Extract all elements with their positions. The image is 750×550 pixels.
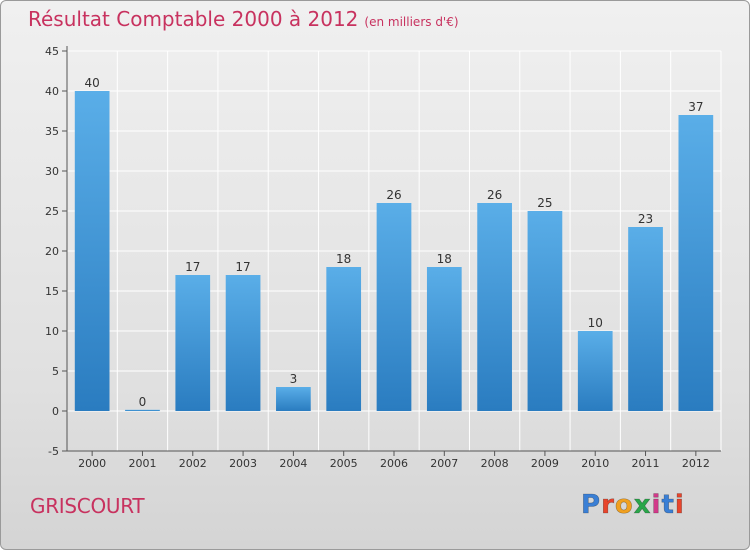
commune-name: GRISCOURT bbox=[30, 494, 145, 518]
x-tick-label: 2001 bbox=[128, 457, 156, 470]
x-tick-label: 2004 bbox=[279, 457, 307, 470]
x-tick-label: 2008 bbox=[481, 457, 509, 470]
brand-logo: Proxiti bbox=[581, 490, 685, 521]
bar bbox=[74, 91, 110, 411]
x-tick-label: 2002 bbox=[179, 457, 207, 470]
bar bbox=[276, 387, 311, 411]
y-tick-label: 20 bbox=[45, 245, 59, 258]
bar-value-label: 18 bbox=[336, 252, 351, 266]
bar-value-label: 26 bbox=[487, 188, 502, 202]
bar bbox=[426, 267, 462, 411]
bar-value-label: 3 bbox=[290, 372, 298, 386]
x-tick-label: 2011 bbox=[632, 457, 660, 470]
bar bbox=[376, 203, 412, 411]
x-tick-label: 2003 bbox=[229, 457, 257, 470]
bar-value-label: 18 bbox=[437, 252, 452, 266]
y-tick-label: 25 bbox=[45, 205, 59, 218]
title-text: Résultat Comptable 2000 à 2012 bbox=[28, 7, 359, 31]
bar bbox=[225, 275, 261, 411]
x-tick-label: 2012 bbox=[682, 457, 710, 470]
bar bbox=[326, 267, 362, 411]
x-tick-label: 2005 bbox=[330, 457, 358, 470]
brand-letter: i bbox=[651, 490, 662, 521]
y-tick-label: 10 bbox=[45, 325, 59, 338]
y-tick-label: 30 bbox=[45, 165, 59, 178]
x-tick-label: 2009 bbox=[531, 457, 559, 470]
brand-letter: i bbox=[674, 490, 685, 521]
chart-subtitle: (en milliers d'€) bbox=[364, 15, 459, 29]
x-tick-label: 2006 bbox=[380, 457, 408, 470]
y-tick-label: -5 bbox=[48, 445, 59, 458]
brand-letter: x bbox=[633, 490, 652, 521]
brand-letter: P bbox=[581, 490, 602, 521]
brand-letter: o bbox=[614, 490, 634, 521]
bar bbox=[477, 203, 512, 411]
x-tick-label: 2010 bbox=[581, 457, 609, 470]
y-tick-label: 40 bbox=[45, 85, 59, 98]
bar-value-label: 0 bbox=[139, 395, 147, 409]
bar-value-label: 40 bbox=[85, 76, 100, 90]
x-tick-label: 2000 bbox=[78, 457, 106, 470]
bar-value-label: 10 bbox=[588, 316, 603, 330]
y-tick-label: 5 bbox=[52, 365, 59, 378]
bar bbox=[175, 275, 211, 411]
bar bbox=[577, 331, 613, 411]
bar-value-label: 23 bbox=[638, 212, 653, 226]
y-tick-label: 35 bbox=[45, 125, 59, 138]
brand-letter: t bbox=[661, 490, 675, 521]
x-tick-label: 2007 bbox=[430, 457, 458, 470]
bar bbox=[678, 115, 714, 411]
bar-value-label: 17 bbox=[185, 260, 200, 274]
bar bbox=[527, 211, 563, 411]
brand-letter: r bbox=[601, 490, 615, 521]
bar-value-label: 17 bbox=[235, 260, 250, 274]
bar-value-label: 25 bbox=[537, 196, 552, 210]
y-tick-label: 45 bbox=[45, 45, 59, 58]
bar bbox=[125, 409, 160, 411]
bar-value-label: 26 bbox=[386, 188, 401, 202]
bar-value-label: 37 bbox=[688, 100, 703, 114]
bar bbox=[628, 227, 663, 411]
y-tick-label: 15 bbox=[45, 285, 59, 298]
y-tick-label: 0 bbox=[52, 405, 59, 418]
chart-title: Résultat Comptable 2000 à 2012 (en millie… bbox=[28, 7, 459, 31]
